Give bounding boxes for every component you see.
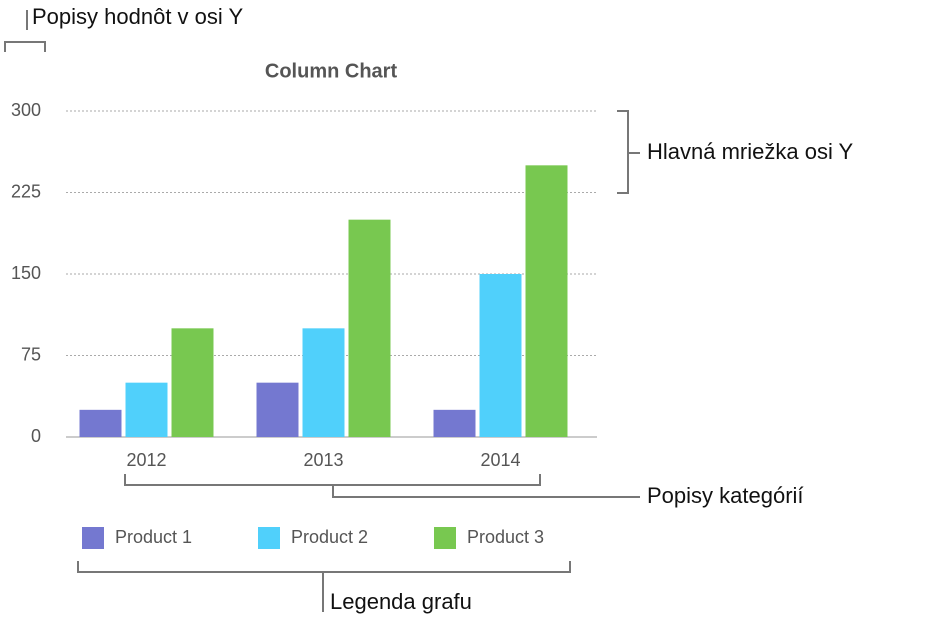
- legend-swatch: [258, 527, 280, 549]
- bar: [525, 165, 568, 438]
- legend-swatch: [82, 527, 104, 549]
- annotation: Hlavná mriežka osi Y: [647, 139, 854, 164]
- annotation-brackets: [4, 10, 640, 612]
- x-tick-label: 2013: [303, 450, 343, 470]
- legend-label: Product 1: [115, 527, 192, 547]
- annotation: Popisy kategórií: [647, 483, 804, 508]
- legend-swatch: [434, 527, 456, 549]
- y-tick-label: 0: [31, 426, 41, 446]
- annotation: Popisy hodnôt v osi Y: [32, 4, 243, 29]
- bar: [433, 409, 476, 437]
- bar: [302, 328, 345, 437]
- bar: [479, 274, 522, 437]
- bar: [79, 409, 122, 437]
- annotation: Legenda grafu: [330, 589, 472, 614]
- legend-label: Product 2: [291, 527, 368, 547]
- bar: [125, 382, 168, 437]
- bar: [256, 382, 299, 437]
- chart-title: Column Chart: [265, 60, 398, 82]
- bar: [171, 328, 214, 437]
- y-tick-label: 150: [11, 263, 41, 283]
- y-tick-label: 300: [11, 100, 41, 120]
- x-tick-label: 2014: [480, 450, 520, 470]
- legend-label: Product 3: [467, 527, 544, 547]
- y-tick-label: 75: [21, 344, 41, 364]
- y-tick-label: 225: [11, 181, 41, 201]
- bar: [348, 219, 391, 437]
- x-tick-label: 2012: [126, 450, 166, 470]
